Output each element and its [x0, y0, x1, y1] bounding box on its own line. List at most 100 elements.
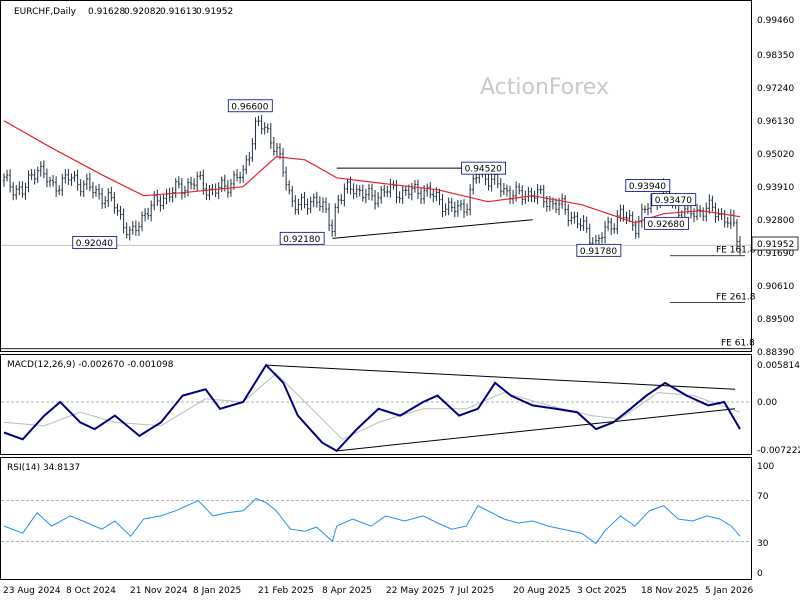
- rsi-axis-label: 70: [757, 492, 769, 502]
- candle: [327, 203, 331, 232]
- candle: [235, 169, 239, 182]
- candle: [300, 193, 303, 211]
- candle: [453, 201, 456, 218]
- candle: [260, 115, 263, 135]
- candle: [606, 216, 610, 231]
- current-price-tag: 0.91952: [751, 236, 799, 251]
- candle: [695, 204, 699, 221]
- date-axis-label: 7 Jul 2025: [449, 586, 494, 596]
- candle: [113, 191, 116, 214]
- candle: [358, 185, 361, 197]
- candle: [570, 211, 573, 225]
- macd-axis-label: 0.005814: [757, 361, 800, 371]
- candle: [324, 197, 328, 214]
- candle: [334, 203, 337, 237]
- price-axis-label: 0.91690: [757, 249, 794, 259]
- candle: [73, 170, 76, 182]
- candle: [726, 216, 729, 228]
- candle: [490, 173, 493, 192]
- candle: [610, 217, 613, 235]
- candle: [735, 219, 739, 248]
- candle: [340, 194, 343, 205]
- candle: [487, 173, 490, 191]
- candle: [297, 198, 300, 215]
- candle: [619, 204, 622, 222]
- date-axis-label: 5 Jan 2026: [705, 586, 753, 596]
- candle: [208, 185, 211, 201]
- rsi-axis: 100 70 30 0: [757, 462, 774, 579]
- macd-trendline: [336, 408, 736, 452]
- price-label-box: [461, 161, 507, 175]
- candle: [472, 175, 475, 195]
- rsi-title: RSI(14) 34.8137: [7, 463, 80, 473]
- candle: [634, 220, 637, 239]
- candle: [143, 208, 147, 222]
- price-axis-label: 0.89500: [757, 315, 794, 325]
- candle: [64, 169, 67, 184]
- candle: [315, 191, 318, 208]
- candle: [27, 170, 30, 193]
- candle: [438, 188, 441, 206]
- candle: [180, 178, 184, 200]
- candle: [232, 170, 236, 190]
- candle: [58, 185, 61, 195]
- candle: [352, 183, 355, 200]
- candle: [36, 166, 39, 183]
- price-label-box: [651, 193, 697, 207]
- candle: [738, 236, 742, 255]
- ohlc-low: 0.91613: [160, 7, 197, 17]
- candle: [150, 200, 153, 222]
- candle: [189, 176, 193, 190]
- candle: [518, 183, 521, 195]
- date-axis-label: 8 Jan 2025: [193, 586, 241, 596]
- date-axis-label: 20 Aug 2025: [513, 586, 571, 596]
- candle: [585, 216, 588, 233]
- price-axis-label: 0.88390: [757, 348, 794, 358]
- candle: [386, 185, 389, 198]
- price-label-text: 0.92180: [283, 235, 320, 245]
- candle: [416, 179, 420, 200]
- price-label-text: 0.93940: [629, 182, 666, 192]
- candle: [564, 195, 567, 215]
- candle: [162, 194, 165, 210]
- price-axis-label: 0.97240: [757, 84, 794, 94]
- candle: [186, 178, 190, 197]
- date-axis-label: 21 Feb 2025: [258, 586, 314, 596]
- macd-axis-label: 0.00: [757, 398, 777, 408]
- candle: [346, 178, 349, 194]
- candle: [269, 123, 272, 149]
- candle: [616, 210, 619, 235]
- candle: [146, 207, 150, 220]
- price-label-box: [279, 231, 325, 245]
- macd-plot: [1, 363, 751, 453]
- candle: [521, 185, 524, 206]
- price-axis-label: 0.99460: [757, 16, 794, 26]
- watermark: ActionForex: [480, 75, 609, 100]
- candle: [245, 155, 248, 175]
- date-axis-label: 22 May 2025: [386, 586, 445, 596]
- candle: [708, 194, 711, 214]
- candle: [125, 222, 128, 239]
- candle: [410, 182, 414, 201]
- rsi-axis-label: 0: [757, 569, 763, 579]
- candle: [450, 197, 453, 212]
- price-label: 0.94520: [461, 161, 507, 175]
- price-label: 0.91780: [576, 243, 622, 257]
- candle: [692, 208, 696, 223]
- candle: [539, 185, 542, 195]
- price-trendline: [332, 219, 533, 239]
- candle: [21, 181, 24, 198]
- candle: [82, 180, 85, 198]
- candle: [131, 220, 134, 235]
- candle: [110, 186, 113, 202]
- price-label-box: [644, 216, 689, 230]
- moving-average-line: [3, 120, 741, 224]
- candle: [174, 178, 177, 199]
- price-label-text: 0.93470: [655, 196, 692, 206]
- price-axis-label: 0.90610: [757, 282, 794, 292]
- current-price-value: 0.91952: [757, 240, 794, 250]
- candle: [361, 184, 364, 202]
- candle: [192, 178, 196, 190]
- price-label: 0.93470: [651, 193, 697, 207]
- candle: [42, 160, 46, 179]
